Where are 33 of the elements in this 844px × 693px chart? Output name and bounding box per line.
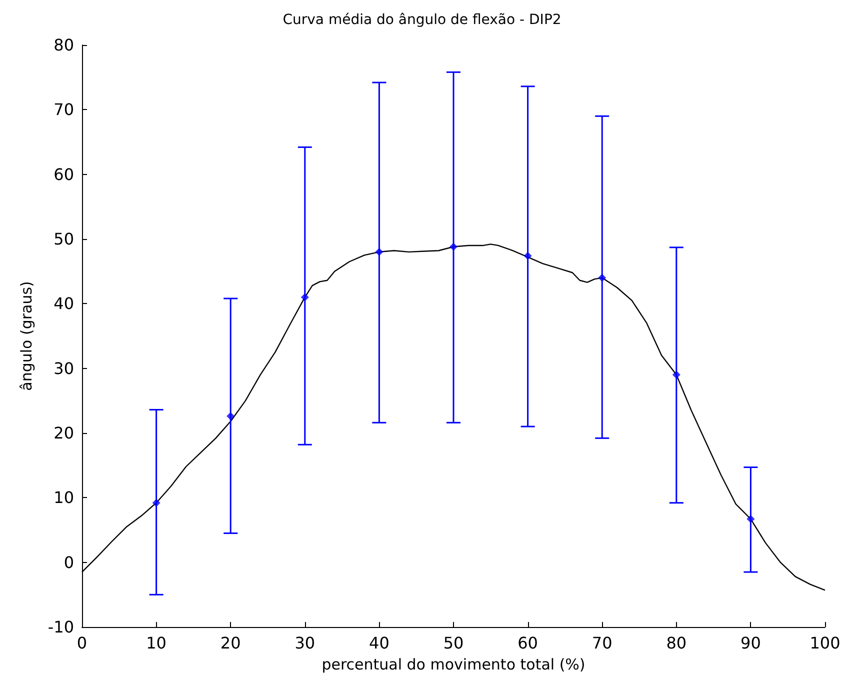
- y-tick-label: 70: [54, 100, 74, 120]
- x-tick-label: 50: [443, 634, 464, 652]
- x-tick-label: 40: [369, 634, 390, 652]
- y-tick-label: -10: [48, 618, 74, 636]
- x-tick-label: 20: [220, 634, 241, 652]
- point: [524, 252, 532, 260]
- x-tick-label: 30: [294, 634, 316, 652]
- point: [450, 242, 458, 251]
- point: [226, 412, 235, 420]
- y-tick-label: 60: [54, 164, 74, 184]
- point: [152, 498, 160, 507]
- y-tick-label: 0: [64, 552, 74, 572]
- y-tick-label: 10: [54, 488, 74, 508]
- x-tick-label: 0: [76, 634, 88, 652]
- point: [375, 248, 384, 256]
- x-tick-label: 60: [518, 634, 538, 652]
- chart-title: Curva média do ângulo de flexão - DIP2: [282, 12, 562, 28]
- y-tick-label: 30: [54, 358, 74, 378]
- point: [746, 515, 755, 524]
- point: [300, 293, 309, 302]
- x-tick-label: 80: [666, 634, 687, 652]
- point: [672, 370, 680, 379]
- y-tick-label: 50: [54, 230, 74, 248]
- x-tick-label: 10: [146, 634, 166, 652]
- x-tick-label: 70: [592, 634, 612, 652]
- y-axis-title: ângulo (graus): [18, 281, 36, 391]
- y-tick-label: 20: [54, 424, 74, 442]
- x-axis-title: percentual do movimento total (%): [322, 656, 586, 674]
- y-tick-label: 80: [54, 36, 74, 54]
- point: [598, 274, 606, 282]
- x-tick-label: 100: [810, 634, 840, 652]
- y-tick-label: 40: [54, 294, 74, 314]
- x-tick-label: 90: [740, 634, 761, 652]
